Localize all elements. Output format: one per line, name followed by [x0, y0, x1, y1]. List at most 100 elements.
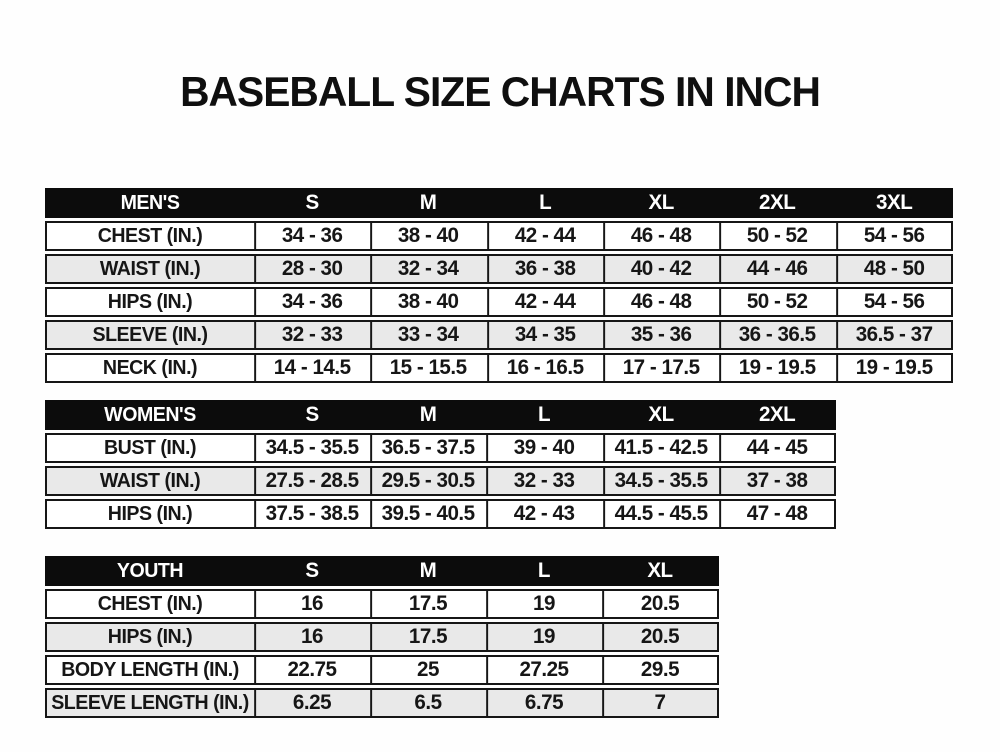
value-cell: 32 - 34	[370, 256, 484, 282]
measure-label-cell: HIPS (IN.)	[107, 625, 193, 648]
value-cell: 16	[254, 624, 368, 650]
measure-label-cell: BUST (IN.)	[103, 436, 197, 459]
column-header-cell: XL	[648, 403, 674, 426]
womens-table-title: WOMEN'S	[104, 403, 196, 426]
value-cell: 36 - 38	[486, 256, 601, 282]
womens-row-2: HIPS (IN.) 37.5 - 38.5 39.5 - 40.5 42 - 43 4…	[45, 499, 836, 529]
value-cell: 47 - 48	[718, 501, 833, 527]
value-cell: 32 - 33	[254, 322, 368, 348]
column-header-cell: L	[537, 559, 551, 582]
mens-row-1: WAIST (IN.) 28 - 30 32 - 34 36 - 38 40 - 42 4…	[45, 254, 953, 284]
mens-row-2: HIPS (IN.) 34 - 36 38 - 40 42 - 44 46 - 48 50…	[45, 287, 953, 317]
value-cell: 54 - 56	[835, 223, 950, 249]
column-header-cell: 2XL	[758, 403, 796, 426]
value-cell: 36 - 36.5	[719, 322, 833, 348]
womens-row-1: WAIST (IN.) 27.5 - 28.5 29.5 - 30.5 32 - 33…	[45, 466, 836, 496]
value-cell: 25	[370, 657, 484, 683]
value-cell: 17 - 17.5	[603, 355, 717, 381]
value-cell: 50 - 52	[719, 289, 833, 315]
value-cell: 42 - 43	[486, 501, 601, 527]
value-cell: 37.5 - 38.5	[254, 501, 368, 527]
value-cell: 20.5	[602, 591, 716, 617]
value-cell: 27.25	[486, 657, 600, 683]
value-cell: 19	[486, 591, 600, 617]
value-cell: 19 - 19.5	[835, 355, 950, 381]
value-cell: 32 - 33	[486, 468, 601, 494]
column-header-cell: 3XL	[875, 191, 913, 214]
value-cell: 50 - 52	[719, 223, 833, 249]
value-cell: 14 - 14.5	[254, 355, 368, 381]
measure-label-cell: HIPS (IN.)	[107, 502, 193, 525]
value-cell: 6.5	[370, 690, 484, 716]
value-cell: 27.5 - 28.5	[254, 468, 368, 494]
column-header-cell: S	[305, 559, 319, 582]
value-cell: 6.25	[254, 690, 368, 716]
measure-label-cell: HIPS (IN.)	[107, 290, 193, 313]
value-cell: 15 - 15.5	[370, 355, 484, 381]
youth-table-title: YOUTH	[116, 559, 184, 582]
value-cell: 38 - 40	[370, 223, 484, 249]
value-cell: 46 - 48	[603, 289, 717, 315]
value-cell: 34.5 - 35.5	[254, 435, 368, 461]
value-cell: 36.5 - 37	[835, 322, 950, 348]
measure-label-cell: CHEST (IN.)	[97, 592, 203, 615]
value-cell: 22.75	[254, 657, 368, 683]
value-cell: 17.5	[370, 624, 484, 650]
value-cell: 17.5	[370, 591, 484, 617]
mens-header-row: MEN'S S M L XL 2XL 3XL	[45, 188, 953, 218]
measure-label-cell: SLEEVE (IN.)	[92, 323, 208, 346]
column-header-cell: S	[305, 191, 320, 214]
mens-row-3: SLEEVE (IN.) 32 - 33 33 - 34 34 - 35 35 - 36…	[45, 320, 953, 350]
column-header-cell: S	[305, 403, 319, 426]
value-cell: 46 - 48	[603, 223, 717, 249]
column-header-cell: 2XL	[759, 191, 796, 214]
value-cell: 44 - 46	[719, 256, 833, 282]
youth-row-3: SLEEVE LENGTH (IN.) 6.25 6.5 6.75 7	[45, 688, 719, 718]
mens-row-4: NECK (IN.) 14 - 14.5 15 - 15.5 16 - 16.5 17 …	[45, 353, 953, 383]
mens-size-table: MEN'S S M L XL 2XL 3XL CHEST (IN.) 34 - 36 38 - 4…	[45, 188, 953, 383]
value-cell: 44 - 45	[718, 435, 833, 461]
youth-row-1: HIPS (IN.) 16 17.5 19 20.5	[45, 622, 719, 652]
page-title: BASEBALL SIZE CHARTS IN INCH	[180, 68, 821, 115]
mens-row-0: CHEST (IN.) 34 - 36 38 - 40 42 - 44 46 - 48 5…	[45, 221, 953, 251]
value-cell: 48 - 50	[835, 256, 950, 282]
tables-container: MEN'S S M L XL 2XL 3XL CHEST (IN.) 34 - 36 38 - 4…	[45, 188, 1000, 718]
value-cell: 29.5	[602, 657, 716, 683]
value-cell: 33 - 34	[370, 322, 484, 348]
value-cell: 40 - 42	[603, 256, 717, 282]
column-header-cell: XL	[648, 191, 674, 214]
value-cell: 42 - 44	[486, 223, 601, 249]
column-header-cell: XL	[647, 559, 673, 582]
column-header-cell: M	[419, 559, 437, 582]
womens-header-row: WOMEN'S S M L XL 2XL	[45, 400, 836, 430]
youth-row-2: BODY LENGTH (IN.) 22.75 25 27.25 29.5	[45, 655, 719, 685]
column-header-cell: L	[538, 403, 551, 426]
column-header-cell: L	[538, 191, 552, 214]
value-cell: 38 - 40	[370, 289, 484, 315]
measure-label-cell: BODY LENGTH (IN.)	[61, 658, 239, 681]
measure-label-cell: SLEEVE LENGTH (IN.)	[51, 691, 249, 714]
youth-size-table: YOUTH S M L XL CHEST (IN.) 16 17.5 19 20.5 HIPS (I…	[45, 556, 719, 718]
value-cell: 28 - 30	[254, 256, 368, 282]
measure-label-cell: CHEST (IN.)	[97, 224, 203, 247]
value-cell: 41.5 - 42.5	[602, 435, 717, 461]
womens-row-0: BUST (IN.) 34.5 - 35.5 36.5 - 37.5 39 - 40 4…	[45, 433, 836, 463]
youth-header-row: YOUTH S M L XL	[45, 556, 719, 586]
value-cell: 36.5 - 37.5	[370, 435, 484, 461]
mens-table-title: MEN'S	[120, 191, 180, 214]
value-cell: 6.75	[486, 690, 600, 716]
value-cell: 34.5 - 35.5	[602, 468, 717, 494]
value-cell: 37 - 38	[718, 468, 833, 494]
measure-label-cell: WAIST (IN.)	[99, 257, 201, 280]
value-cell: 34 - 35	[486, 322, 601, 348]
womens-size-table: WOMEN'S S M L XL 2XL BUST (IN.) 34.5 - 35.5 36.5…	[45, 400, 836, 529]
value-cell: 34 - 36	[254, 289, 368, 315]
column-header-cell: M	[420, 191, 437, 214]
value-cell: 29.5 - 30.5	[370, 468, 484, 494]
value-cell: 16 - 16.5	[486, 355, 601, 381]
youth-row-0: CHEST (IN.) 16 17.5 19 20.5	[45, 589, 719, 619]
value-cell: 19	[486, 624, 600, 650]
value-cell: 39.5 - 40.5	[370, 501, 484, 527]
value-cell: 39 - 40	[486, 435, 601, 461]
